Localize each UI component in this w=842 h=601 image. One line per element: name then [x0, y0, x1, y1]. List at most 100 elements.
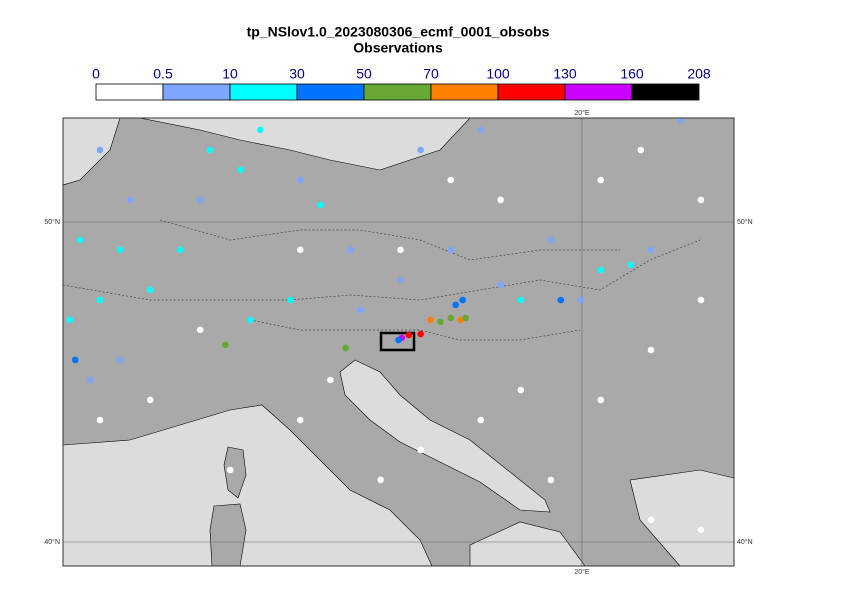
observation [126, 196, 134, 204]
observation [221, 341, 229, 349]
colorbar-label: 160 [620, 66, 644, 82]
observation [146, 396, 154, 404]
observation [397, 246, 404, 254]
observation [297, 246, 304, 254]
observation [96, 146, 104, 154]
observation [627, 261, 635, 269]
observation [477, 126, 485, 134]
lon-label: 20°E [574, 568, 590, 576]
observation [397, 276, 404, 284]
observation [547, 476, 555, 484]
observation [477, 416, 485, 424]
colorbar: 0 0.5 10 30 50 70 100 130 160 208 [92, 66, 711, 101]
colorbar-segment [631, 83, 700, 101]
observation [247, 316, 254, 324]
colorbar-segment [162, 83, 231, 101]
observation [557, 296, 565, 304]
observation [677, 118, 685, 124]
observation [76, 236, 84, 244]
observation [462, 314, 469, 322]
observation [437, 318, 444, 326]
colorbar-label: 10 [222, 66, 238, 82]
observation [116, 246, 124, 254]
colorbar-label: 30 [289, 66, 305, 82]
observation [327, 376, 334, 384]
domain-box [379, 331, 416, 352]
colorbar-segment [497, 83, 566, 101]
observation [377, 476, 384, 484]
observation [177, 246, 184, 254]
map-area [63, 118, 734, 566]
observation [297, 416, 304, 424]
observation [237, 166, 244, 174]
observation [497, 281, 504, 289]
observation [697, 296, 705, 304]
observation [116, 356, 124, 364]
observation [96, 416, 104, 424]
graticule-labels: 20°E 20°E 50°N 50°N 40°N 40°N [44, 109, 752, 576]
observation [447, 246, 455, 254]
title: tp_NSlov1.0_2023080306_ecmf_0001_obsobs [247, 24, 550, 40]
observation [96, 296, 104, 304]
islands [209, 446, 247, 566]
subtitle: Observations [353, 40, 443, 56]
observation [447, 314, 455, 322]
observation [71, 356, 79, 364]
observation [577, 296, 585, 304]
observation [146, 286, 154, 294]
observation [597, 266, 605, 274]
observation [395, 336, 402, 344]
observation [196, 326, 204, 334]
observation [697, 526, 705, 534]
sea [63, 118, 734, 566]
lon-label: 20°E [574, 109, 590, 117]
colorbar-label: 130 [553, 66, 577, 82]
colorbar-segment [564, 83, 633, 101]
observation [206, 146, 214, 154]
observation [597, 396, 605, 404]
observations [66, 118, 705, 534]
colorbar-label: 0 [92, 66, 100, 82]
observation [342, 344, 349, 352]
lat-label: 50°N [44, 218, 60, 226]
observation [297, 176, 304, 184]
observation [257, 126, 264, 134]
lat-label: 40°N [737, 538, 753, 546]
lat-label: 50°N [737, 218, 753, 226]
observation [317, 201, 324, 209]
observation [647, 246, 655, 254]
observation [597, 176, 605, 184]
borders [63, 219, 701, 341]
colorbar-label: 100 [486, 66, 510, 82]
map-frame [62, 117, 735, 567]
observation [196, 196, 204, 204]
colorbar-label: 50 [356, 66, 372, 82]
observation [497, 196, 504, 204]
colorbar-segment [363, 83, 432, 101]
observation [417, 330, 424, 338]
graticule [63, 118, 734, 566]
observation [347, 246, 354, 254]
observation [417, 146, 424, 154]
observation [517, 386, 525, 394]
observation [287, 296, 294, 304]
observation [547, 236, 555, 244]
observation [452, 301, 459, 309]
observation [697, 196, 705, 204]
observation [459, 296, 466, 304]
colorbar-segment [229, 83, 298, 101]
observation [405, 331, 413, 339]
colorbar-label: 70 [423, 66, 439, 82]
colorbar-label: 208 [687, 66, 711, 82]
observation [457, 316, 464, 324]
colorbar-segment [95, 83, 164, 101]
observation [357, 306, 364, 314]
observation [66, 316, 74, 324]
observation [226, 466, 234, 474]
observation [417, 446, 424, 454]
colorbar-segment [430, 83, 499, 101]
observation [647, 346, 655, 354]
observation [427, 316, 434, 324]
lat-label: 40°N [44, 538, 60, 546]
